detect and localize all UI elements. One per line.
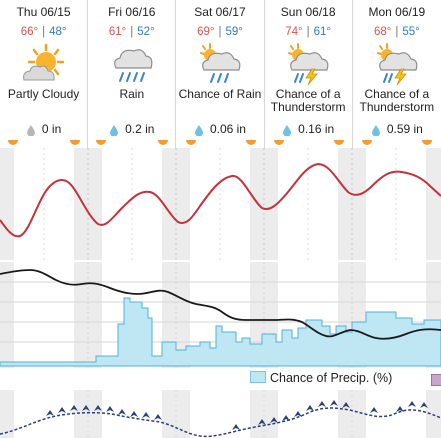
secondary-legend-swatch bbox=[431, 374, 441, 386]
wind-speed-line bbox=[0, 407, 441, 438]
precip-chance-area bbox=[0, 297, 441, 367]
raindrop-icon bbox=[194, 124, 203, 136]
daily-forecast-row: Thu 06/15 66° | 48° Partly Cloudy 0 in Fri… bbox=[0, 0, 441, 150]
thunderstorm-icon bbox=[288, 43, 329, 86]
day-card[interactable]: Fri 06/16 61° | 52° Rain 0.2 in bbox=[88, 0, 177, 150]
high-temp: 69° bbox=[197, 26, 215, 38]
day-condition: Rain bbox=[119, 87, 145, 101]
sunset-marker bbox=[362, 140, 372, 145]
day-temps: 74° | 61° bbox=[285, 26, 332, 38]
dewpoint-line bbox=[0, 269, 441, 340]
thunderstorm-icon bbox=[376, 43, 418, 86]
sunrise-marker bbox=[70, 140, 80, 145]
day-date: Sat 06/17 bbox=[194, 5, 246, 19]
precip-amount: 0.59 in bbox=[353, 122, 441, 136]
precip-amount: 0.06 in bbox=[176, 122, 263, 136]
day-date: Mon 06/19 bbox=[368, 5, 426, 19]
chance-rain-icon bbox=[199, 43, 241, 83]
sunrise-marker bbox=[334, 140, 344, 145]
day-date: Thu 06/15 bbox=[16, 5, 71, 19]
partly-cloudy-icon bbox=[22, 43, 64, 81]
day-card[interactable]: Mon 06/19 68° | 55° Chance of a Thundersto… bbox=[353, 0, 441, 150]
high-temp: 61° bbox=[108, 26, 127, 38]
sunrise-sunset-markers bbox=[8, 140, 432, 145]
precip-value: 0.2 in bbox=[125, 122, 155, 136]
low-temp: 59° bbox=[225, 26, 243, 38]
sunrise-marker bbox=[246, 140, 256, 145]
low-temp: 55° bbox=[402, 26, 420, 38]
day-temps: 68° | 55° bbox=[373, 26, 420, 38]
high-temp: 66° bbox=[20, 26, 39, 38]
day-date: Fri 06/16 bbox=[108, 5, 156, 19]
day-temps: 66° | 48° bbox=[20, 26, 67, 38]
raindrop-icon bbox=[371, 124, 380, 136]
sunset-marker bbox=[96, 140, 106, 145]
day-condition: Chance of a Thunderstorm bbox=[270, 87, 346, 114]
wind-arrows bbox=[46, 400, 428, 430]
day-temps: 69° | 59° bbox=[197, 26, 243, 38]
dry-drop-icon bbox=[26, 124, 35, 136]
low-temp: 48° bbox=[49, 26, 67, 38]
precip-amount: 0.16 in bbox=[265, 122, 352, 136]
day-card[interactable]: Sun 06/18 74° | 61° Chance of a Thundersto… bbox=[265, 0, 353, 150]
day-card[interactable]: Thu 06/15 66° | 48° Partly Cloudy 0 in bbox=[0, 0, 89, 150]
precip-value: 0 in bbox=[41, 122, 62, 136]
day-condition: Partly Cloudy bbox=[7, 87, 80, 101]
precip-value: 0.59 in bbox=[386, 122, 423, 136]
rain-icon bbox=[113, 49, 153, 82]
day-condition: Chance of Rain bbox=[178, 87, 262, 101]
sunset-marker bbox=[8, 140, 18, 145]
high-temp: 68° bbox=[373, 26, 392, 38]
raindrop-icon bbox=[283, 124, 292, 136]
low-temp: 61° bbox=[313, 26, 332, 38]
precip-amount: 0.2 in bbox=[88, 122, 175, 136]
day-condition: Chance of a Thunderstorm bbox=[359, 87, 435, 114]
chart-legend: Chance of Precip. (%) bbox=[250, 371, 392, 385]
low-temp: 52° bbox=[137, 26, 155, 38]
day-temps: 61° | 52° bbox=[108, 26, 155, 38]
precip-value: 0.06 in bbox=[209, 122, 246, 136]
day-date: Sun 06/18 bbox=[280, 5, 336, 19]
day-card[interactable]: Sat 06/17 69° | 59° Chance of Rain 0.06 in bbox=[176, 0, 265, 150]
temperature-line bbox=[0, 162, 441, 238]
sunrise-marker bbox=[422, 140, 432, 145]
sunrise-marker bbox=[158, 140, 168, 145]
sunset-marker bbox=[274, 140, 284, 145]
precip-legend-label: Chance of Precip. (%) bbox=[270, 371, 393, 385]
precip-amount: 0 in bbox=[0, 122, 87, 136]
temperature-graph bbox=[0, 148, 441, 260]
sunset-marker bbox=[186, 140, 196, 145]
wind-graph bbox=[0, 390, 441, 438]
precip-legend-swatch bbox=[250, 371, 266, 383]
night-bands bbox=[0, 390, 441, 438]
high-temp: 74° bbox=[285, 26, 303, 38]
precip-dewpoint-graph bbox=[0, 262, 441, 368]
raindrop-icon bbox=[110, 124, 119, 136]
grid-lines bbox=[43, 148, 397, 260]
precip-value: 0.16 in bbox=[298, 122, 335, 136]
